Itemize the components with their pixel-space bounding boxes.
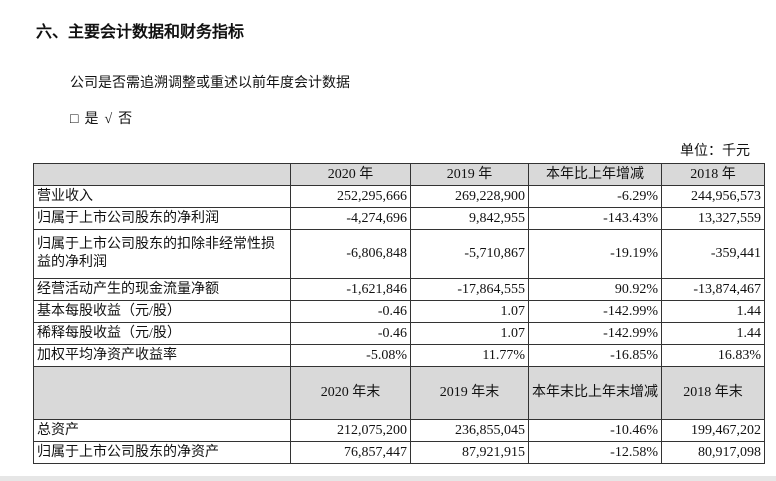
value-cell: 212,075,200 <box>290 419 411 442</box>
value-cell: -6.29% <box>528 185 662 208</box>
value-cell: 244,956,573 <box>661 185 765 208</box>
value-cell: 87,921,915 <box>410 441 529 464</box>
option-no: 否 <box>118 112 133 127</box>
value-cell: 80,917,098 <box>661 441 765 464</box>
value-cell: -16.85% <box>528 344 662 367</box>
value-cell: -13,874,467 <box>661 278 765 301</box>
table-header-row: 2020 年 2019 年本年比上年增减 2018 年 <box>33 163 765 186</box>
value-cell: -1,621,846 <box>290 278 411 301</box>
table-row: 经营活动产生的现金流量净额 -1,621,846 -17,864,555 90.92%… <box>33 278 765 301</box>
option-yes: 是 <box>84 112 99 127</box>
value-cell: -143.43% <box>528 207 662 230</box>
value-cell: 11.77% <box>410 344 529 367</box>
value-cell: -12.58% <box>528 441 662 464</box>
value-cell: 252,295,666 <box>290 185 411 208</box>
table-row: 稀释每股收益（元/股） -0.46 1.07 -142.99% 1.44 <box>33 322 765 345</box>
value-cell: -0.46 <box>290 300 411 323</box>
header-cell: 本年比上年增减 <box>528 163 662 186</box>
header-cell: 2018 年 <box>661 163 765 186</box>
table-row: 营业收入 252,295,666 269,228,900 -6.29% 244,956,… <box>33 185 765 208</box>
value-cell: 90.92% <box>528 278 662 301</box>
table-row: 归属于上市公司股东的净资产 76,857,447 87,921,915 -12.58%… <box>33 441 765 464</box>
table-row: 总资产 212,075,200 236,855,045 -10.46% 199,467,… <box>33 419 765 442</box>
value-cell: -6,806,848 <box>290 229 411 279</box>
value-cell: 13,327,559 <box>661 207 765 230</box>
checkbox-icon: □ <box>70 112 79 127</box>
row-label: 营业收入 <box>33 185 291 208</box>
table-row: 加权平均净资产收益率 -5.08% 11.77% -16.85% 16.83% <box>33 344 765 367</box>
header-cell: 本年末比上年末增减 <box>528 366 662 420</box>
header-cell: 2018 年末 <box>661 366 765 420</box>
value-cell: -5,710,867 <box>410 229 529 279</box>
financial-table: 2020 年 2019 年本年比上年增减 2018 年营业收入 252,295,666… <box>33 163 765 464</box>
header-cell <box>33 163 291 186</box>
value-cell: 236,855,045 <box>410 419 529 442</box>
value-cell: 1.07 <box>410 322 529 345</box>
value-cell: -19.19% <box>528 229 662 279</box>
row-label: 归属于上市公司股东的净利润 <box>33 207 291 230</box>
check-icon: √ <box>104 112 113 127</box>
row-label: 总资产 <box>33 419 291 442</box>
value-cell: 1.44 <box>661 322 765 345</box>
row-label: 归属于上市公司股东的净资产 <box>33 441 291 464</box>
value-cell: -359,441 <box>661 229 765 279</box>
header-cell: 2020 年 <box>290 163 411 186</box>
header-cell: 2019 年末 <box>410 366 529 420</box>
value-cell: -0.46 <box>290 322 411 345</box>
value-cell: 16.83% <box>661 344 765 367</box>
value-cell: 1.07 <box>410 300 529 323</box>
row-label: 经营活动产生的现金流量净额 <box>33 278 291 301</box>
value-cell: 76,857,447 <box>290 441 411 464</box>
value-cell: -142.99% <box>528 300 662 323</box>
header-cell: 2019 年 <box>410 163 529 186</box>
row-label: 加权平均净资产收益率 <box>33 344 291 367</box>
restatement-question: 公司是否需追溯调整或重述以前年度会计数据 <box>70 76 350 91</box>
header-cell: 2020 年末 <box>290 366 411 420</box>
restatement-options: □ 是 √ 否 <box>70 108 138 128</box>
header-cell <box>33 366 291 420</box>
table-row: 基本每股收益（元/股） -0.46 1.07 -142.99% 1.44 <box>33 300 765 323</box>
value-cell: -10.46% <box>528 419 662 442</box>
value-cell: 9,842,955 <box>410 207 529 230</box>
row-label: 归属于上市公司股东的扣除非经常性损益的净利润 <box>33 229 291 279</box>
unit-label: 单位：千元 <box>680 144 750 159</box>
value-cell: 1.44 <box>661 300 765 323</box>
value-cell: 199,467,202 <box>661 419 765 442</box>
value-cell: -142.99% <box>528 322 662 345</box>
value-cell: 269,228,900 <box>410 185 529 208</box>
table-row: 归属于上市公司股东的扣除非经常性损益的净利润 -6,806,848 -5,710,8… <box>33 229 765 279</box>
page-divider <box>0 476 776 481</box>
section-title: 六、主要会计数据和财务指标 <box>36 22 245 41</box>
table-header-row: 2020 年末 2019 年末 本年末比上年末增减 2018 年末 <box>33 366 765 420</box>
row-label: 基本每股收益（元/股） <box>33 300 291 323</box>
value-cell: -4,274,696 <box>290 207 411 230</box>
row-label: 稀释每股收益（元/股） <box>33 322 291 345</box>
value-cell: -17,864,555 <box>410 278 529 301</box>
table-row: 归属于上市公司股东的净利润 -4,274,696 9,842,955 -143.43%… <box>33 207 765 230</box>
value-cell: -5.08% <box>290 344 411 367</box>
